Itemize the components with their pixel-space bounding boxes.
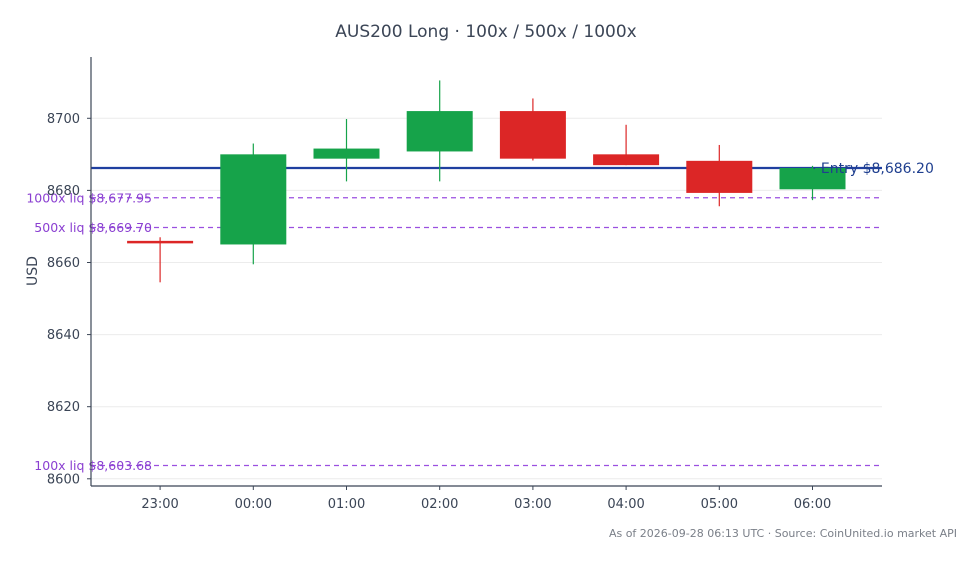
x-tick-label: 03:00 [514, 497, 551, 512]
candle-body [686, 160, 753, 193]
chart-title: AUS200 Long · 100x / 500x / 1000x [335, 22, 636, 42]
liq-label: 1000x liq $8,677.95 [26, 190, 152, 205]
candle [220, 143, 287, 265]
candle [406, 80, 473, 182]
candle-body [406, 111, 473, 152]
y-tick-label: 8660 [47, 256, 80, 271]
y-axis-label: USD [25, 256, 41, 286]
y-tick-label: 8640 [47, 328, 80, 343]
x-tick-label: 06:00 [794, 497, 831, 512]
candle-body [593, 154, 660, 166]
candle [499, 98, 566, 161]
liq-label: 100x liq $8,603.68 [34, 458, 152, 473]
y-tick-label: 8680 [47, 184, 80, 199]
source-note: As of 2026-09-28 06:13 UTC · Source: Coi… [609, 527, 957, 540]
x-tick-label: 23:00 [141, 497, 178, 512]
candle-body [220, 154, 287, 245]
x-tick-label: 02:00 [421, 497, 458, 512]
candle-body [779, 168, 846, 190]
grid-lines [91, 117, 882, 480]
x-tick-label: 00:00 [235, 497, 272, 512]
candle [779, 165, 846, 201]
candle [686, 144, 753, 207]
candle [313, 119, 380, 182]
candle-body [313, 148, 380, 159]
x-tick-label: 04:00 [607, 497, 644, 512]
y-tick-label: 8620 [47, 400, 80, 415]
y-tick-label: 8600 [47, 472, 80, 487]
candles: · Entry $8,686.20 [127, 80, 934, 283]
entry-label: · Entry $8,686.20 [812, 161, 934, 177]
liq-label: 500x liq $8,669.70 [34, 220, 152, 235]
y-tick-label: 8700 [47, 112, 80, 127]
reference-lines: 1000x liq $8,677.95 500x liq $8,669.70 100… [26, 166, 882, 473]
candle-body [127, 240, 194, 244]
candle [127, 237, 194, 283]
axes: 8600 8620 8640 8660 8680 8700 23:00 00:00 01:00 0… [47, 57, 882, 512]
candle-body [499, 111, 566, 159]
x-tick-label: 05:00 [701, 497, 738, 512]
x-tick-label: 01:00 [328, 497, 365, 512]
candle [593, 124, 660, 166]
